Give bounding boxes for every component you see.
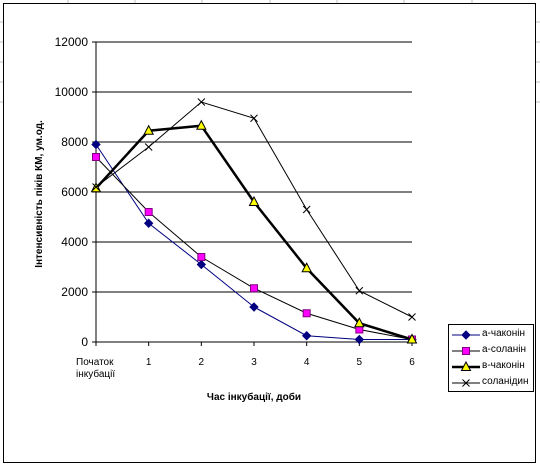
x-tick-label: 2 xyxy=(199,357,205,368)
data-point xyxy=(92,183,100,191)
data-point xyxy=(406,333,418,344)
legend-swatch-1 xyxy=(452,330,480,340)
data-point xyxy=(301,331,312,341)
series-line xyxy=(95,156,413,340)
data-point xyxy=(301,262,312,273)
data-point xyxy=(250,284,258,293)
data-point xyxy=(249,302,259,312)
y-axis-title: Інтенсивність піків КМ, ум.од. xyxy=(34,120,45,268)
data-point xyxy=(144,208,153,216)
data-point xyxy=(143,218,154,228)
data-point xyxy=(460,360,472,371)
y-tick-label: 0 xyxy=(81,335,88,349)
data-point xyxy=(461,330,471,340)
y-tick-label: 8000 xyxy=(61,135,88,149)
data-point xyxy=(408,313,416,321)
y-tick-label: 4000 xyxy=(61,235,88,249)
data-point xyxy=(302,309,311,318)
series-4 xyxy=(92,98,416,321)
data-point xyxy=(250,114,258,123)
legend-item: соланідин xyxy=(449,375,535,391)
x-tick-label: 5 xyxy=(357,357,363,368)
series-2 xyxy=(92,153,416,344)
data-point xyxy=(462,347,470,355)
y-tick-label: 6000 xyxy=(61,185,88,199)
data-point xyxy=(197,98,206,106)
legend-item: а-соланін xyxy=(449,343,535,359)
legend-swatch-3 xyxy=(452,360,480,371)
legend-label: соланідин xyxy=(482,376,529,387)
legend-item: а-чаконін xyxy=(449,327,535,343)
x-tick-label: 3 xyxy=(251,357,257,368)
x-axis-title: Час інкубації, доби xyxy=(207,391,301,403)
data-point xyxy=(196,119,207,130)
data-point xyxy=(196,259,207,270)
chart-area[interactable]: 0 2000 4000 6000 8000 10000 12000 Початок інкуба… xyxy=(3,3,536,463)
legend-swatch-2 xyxy=(452,347,480,355)
data-point xyxy=(197,253,206,261)
x-tick-label: інкубації xyxy=(76,368,115,380)
data-point xyxy=(302,205,311,214)
data-point xyxy=(143,124,154,135)
legend-swatch-4 xyxy=(452,379,480,387)
y-tick-label: 12000 xyxy=(55,35,89,49)
data-point xyxy=(92,153,100,161)
legend-label: а-соланін xyxy=(482,344,527,355)
legend: а-чаконін а-соланін в-чаконін соланідин xyxy=(448,324,534,392)
data-point xyxy=(354,317,365,328)
y-tick-label: 10000 xyxy=(55,85,89,99)
data-point xyxy=(355,286,364,295)
data-point xyxy=(144,143,153,151)
y-tick-label: 2000 xyxy=(61,285,88,299)
x-tick-label: 6 xyxy=(409,357,415,368)
line-chart: 0 2000 4000 6000 8000 10000 12000 Початокінкуба… xyxy=(34,35,418,403)
data-point xyxy=(354,334,365,345)
legend-item: в-чаконін xyxy=(449,359,535,375)
legend-label: в-чаконін xyxy=(482,360,525,371)
x-tick-label: 4 xyxy=(304,357,310,368)
x-tick-label: 1 xyxy=(146,357,152,368)
data-point xyxy=(248,195,260,206)
x-tick-label: Початок xyxy=(76,357,114,368)
data-point xyxy=(462,379,470,387)
legend-label: а-чаконін xyxy=(482,328,525,339)
data-point xyxy=(91,139,101,150)
